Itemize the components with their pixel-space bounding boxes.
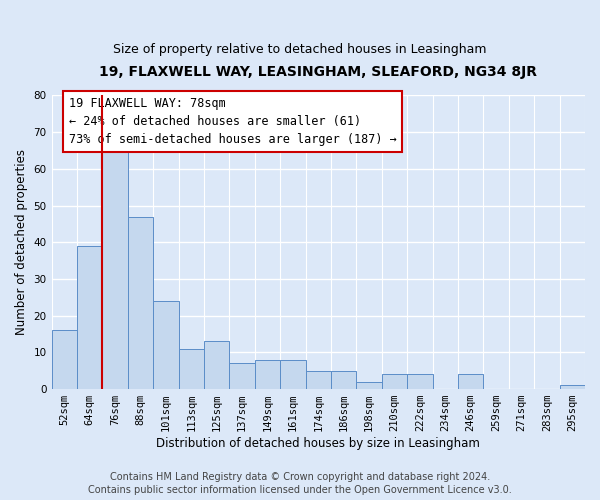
Bar (77, 246, 103, 389)
Bar (255, 360, 280, 389)
Bar (458, 374, 484, 389)
Bar (52, 330, 77, 389)
Text: Size of property relative to detached houses in Leasingham: Size of property relative to detached ho… (113, 42, 487, 56)
Bar (407, 374, 433, 389)
Bar (153, 301, 179, 389)
Bar (356, 382, 382, 389)
Bar (280, 360, 305, 389)
Bar (103, 147, 128, 389)
Text: 19 FLAXWELL WAY: 78sqm
← 24% of detached houses are smaller (61)
73% of semi-det: 19 FLAXWELL WAY: 78sqm ← 24% of detached… (69, 98, 397, 146)
Bar (204, 342, 229, 389)
Bar (179, 348, 204, 389)
X-axis label: Distribution of detached houses by size in Leasingham: Distribution of detached houses by size … (157, 437, 480, 450)
Y-axis label: Number of detached properties: Number of detached properties (15, 150, 28, 336)
Bar (128, 216, 153, 389)
Bar (331, 370, 356, 389)
Text: Contains HM Land Registry data © Crown copyright and database right 2024.
Contai: Contains HM Land Registry data © Crown c… (88, 472, 512, 495)
Bar (382, 374, 407, 389)
Bar (229, 364, 255, 389)
Bar (305, 370, 331, 389)
Bar (560, 386, 585, 389)
Title: 19, FLAXWELL WAY, LEASINGHAM, SLEAFORD, NG34 8JR: 19, FLAXWELL WAY, LEASINGHAM, SLEAFORD, … (99, 65, 537, 79)
